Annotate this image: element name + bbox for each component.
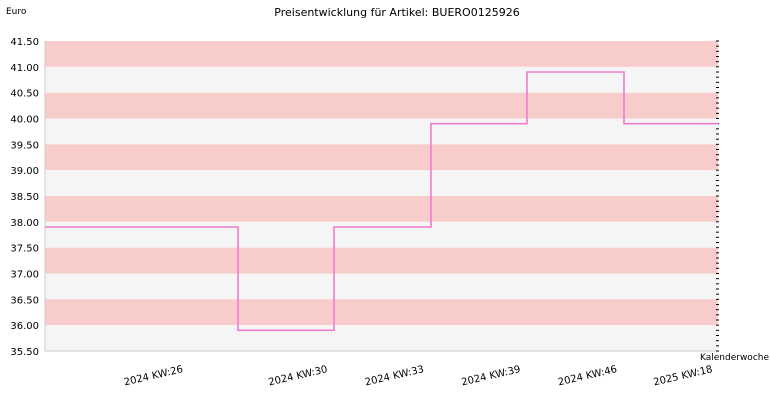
grid-band — [45, 247, 718, 274]
x-tick-label: 2024 KW:39 — [461, 364, 522, 388]
y-tick-label: 41.00 — [10, 63, 39, 74]
y-tick-label: 38.00 — [10, 218, 39, 229]
y-tick-label: 41.50 — [10, 37, 39, 48]
grid-band — [45, 41, 718, 67]
axes — [44, 40, 719, 352]
x-tick-label: 2024 KW:33 — [364, 364, 425, 388]
series-group — [45, 71, 718, 332]
y-tick-label: 35.50 — [10, 347, 39, 358]
grid-band — [45, 273, 718, 300]
y-tick-label: 37.50 — [10, 244, 39, 255]
price-line — [45, 71, 718, 332]
y-tick-label: 39.50 — [10, 140, 39, 151]
grid-band — [45, 170, 718, 196]
y-tick-label: 40.50 — [10, 89, 39, 100]
grid-band — [45, 66, 718, 93]
y-tick-label: 38.50 — [10, 192, 39, 203]
x-tick-label: 2025 KW:18 — [653, 364, 714, 388]
background-bands — [45, 41, 718, 351]
y-tick-label: 39.00 — [10, 166, 39, 177]
grid-band — [45, 325, 718, 351]
x-tick-label: 2024 KW:26 — [123, 364, 184, 388]
y-tick-label: 36.50 — [10, 295, 39, 306]
grid-band — [45, 118, 718, 145]
grid-band — [45, 196, 718, 222]
x-tick-label: 2024 KW:46 — [557, 364, 618, 388]
y-tick-label: 40.00 — [10, 115, 39, 126]
x-tick-label: 2024 KW:30 — [268, 364, 329, 388]
y-tick-label: 37.00 — [10, 270, 39, 281]
grid-band — [45, 144, 718, 171]
grid-band — [45, 299, 718, 326]
y-axis-ticks: 41.50 41.00 40.50 40.00 39.50 39.00 38.50 38.00… — [10, 37, 39, 358]
x-axis-ticks: 2024 KW:26 2024 KW:30 2024 KW:33 2024 KW:39… — [123, 364, 714, 388]
grid-band — [45, 221, 718, 248]
y-axis-label: Euro — [6, 7, 27, 17]
chart-title: Preisentwicklung für Artikel: BUERO01259… — [274, 6, 519, 19]
y-tick-label: 36.00 — [10, 321, 39, 332]
x-axis-label: Kalenderwoche — [700, 353, 769, 363]
grid-band — [45, 92, 718, 119]
